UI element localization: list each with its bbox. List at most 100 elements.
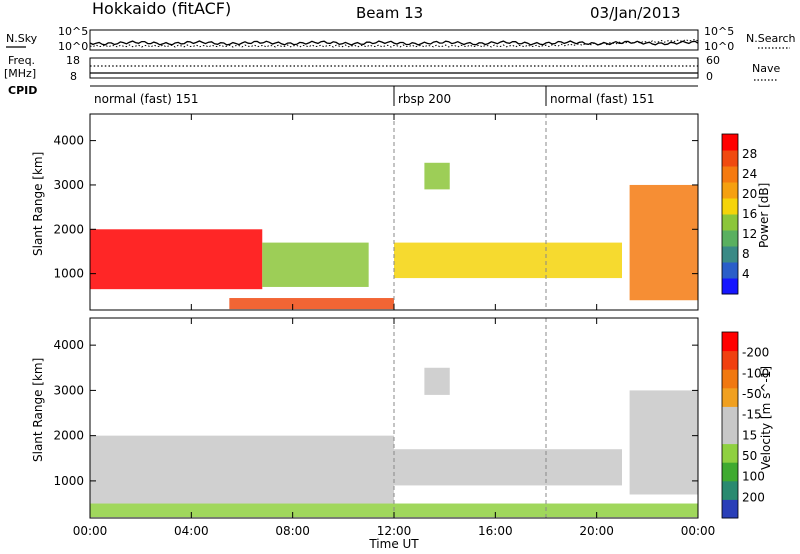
station-title: Hokkaido (fitACF) xyxy=(92,0,231,18)
velocity-colorbar: 200 100 50 15 -15 -50 -100 -200 xyxy=(721,331,769,519)
colorbar-tick-label: -200 xyxy=(742,346,769,360)
freq-right-top-tick: 60 xyxy=(706,54,720,67)
noise-trace xyxy=(89,38,699,48)
date-title: 03/Jan/2013 xyxy=(590,4,681,22)
echo-patch xyxy=(424,162,450,190)
echo-patch xyxy=(424,367,450,395)
colorbar-cell xyxy=(722,462,738,482)
colorbar-tick-label: -50 xyxy=(742,387,762,401)
colorbar-cell xyxy=(722,214,738,231)
x-tick-label: 04:00 xyxy=(174,524,209,538)
nsky-label: N.Sky xyxy=(6,32,38,45)
colorbar-tick-label: 50 xyxy=(742,449,757,463)
echo-patch xyxy=(90,435,394,504)
colorbar-cell xyxy=(722,262,738,279)
colorbar-cell xyxy=(722,332,738,352)
velocity-colorbar-label: Velocity [m s^-1] xyxy=(759,366,773,470)
velocity-panel-data xyxy=(90,318,698,518)
x-tick-label: 12:00 xyxy=(377,524,412,538)
freq-panel xyxy=(89,57,699,79)
cpid-segment-label: normal (fast) 151 xyxy=(550,92,654,106)
nsearch-trace xyxy=(89,38,699,48)
nsearch-label: N.Search xyxy=(746,32,796,45)
colorbar-cell xyxy=(722,443,738,463)
x-tick-label: 08:00 xyxy=(275,524,310,538)
colorbar-frame xyxy=(721,133,739,295)
freq-label-line1: Freq. xyxy=(8,54,35,67)
power-panel-data xyxy=(90,114,698,310)
noise-left-bottom-tick: 10^0 xyxy=(58,40,88,53)
colorbar-tick-label: 28 xyxy=(742,147,757,161)
power-ylabel: Slant Range [km] xyxy=(31,152,45,256)
noise-panel xyxy=(89,29,699,51)
colorbar-tick-label: 20 xyxy=(742,187,757,201)
colorbar-cell xyxy=(722,480,738,500)
colorbar-frame xyxy=(721,331,739,519)
y-tick-label: 3000 xyxy=(53,383,84,397)
colorbar-cell xyxy=(722,499,738,519)
y-tick-label: 1000 xyxy=(53,474,84,488)
colorbar-cell xyxy=(722,387,738,407)
y-tick-label: 2000 xyxy=(53,222,84,236)
cpid-segment-label: normal (fast) 151 xyxy=(94,92,198,106)
x-tick-label: 00:00 xyxy=(681,524,716,538)
y-tick-label: 1000 xyxy=(53,267,84,281)
freq-left-top-tick: 18 xyxy=(66,54,80,67)
cpid-segment-label: rbsp 200 xyxy=(398,92,451,106)
freq-left-bottom-tick: 8 xyxy=(70,70,77,83)
x-tick-label: 20:00 xyxy=(579,524,614,538)
echo-patch xyxy=(629,390,698,495)
colorbar-cell xyxy=(722,150,738,167)
colorbar-cell xyxy=(722,350,738,370)
colorbar-tick-label: -15 xyxy=(742,408,762,422)
power-colorbar: 4 8 12 16 20 24 28 xyxy=(721,133,757,295)
colorbar-cell xyxy=(722,134,738,151)
colorbar-cell xyxy=(722,369,738,389)
colorbar-cell xyxy=(722,406,738,426)
colorbar-cell xyxy=(722,198,738,215)
echo-patch xyxy=(262,242,369,287)
y-tick-label: 4000 xyxy=(53,338,84,352)
colorbar-tick-label: 12 xyxy=(742,227,757,241)
echo-patch xyxy=(229,298,394,310)
colorbar-tick-label: 200 xyxy=(742,490,765,504)
velocity-ylabel: Slant Range [km] xyxy=(31,358,45,462)
y-tick-label: 2000 xyxy=(53,429,84,443)
x-tick-label: 16:00 xyxy=(478,524,513,538)
cpid-label: CPID xyxy=(8,84,37,97)
colorbar-tick-label: 24 xyxy=(742,167,757,181)
colorbar-cell xyxy=(722,278,738,295)
colorbar-tick-label: 16 xyxy=(742,207,757,221)
x-tick-label: 00:00 xyxy=(73,524,108,538)
colorbar-tick-label: -100 xyxy=(742,366,769,380)
colorbar-tick-label: 15 xyxy=(742,428,757,442)
echo-patch xyxy=(629,184,698,301)
echo-patch xyxy=(394,242,622,279)
echo-patch xyxy=(90,229,263,290)
cpid-segments: normal (fast) 151 rbsp 200 normal (fast) 1… xyxy=(94,86,654,106)
echo-patch xyxy=(394,449,622,486)
y-tick-label: 3000 xyxy=(53,178,84,192)
time-axis-ticks: 00:00 04:00 08:00 12:00 16:00 20:00 00:00 xyxy=(73,114,716,538)
y-tick-label: 4000 xyxy=(53,134,84,148)
noise-right-bottom-tick: 10^0 xyxy=(704,40,734,53)
colorbar-cell xyxy=(722,425,738,445)
time-axis-label: Time UT xyxy=(368,537,419,551)
power-yticks: 1000 2000 3000 4000 xyxy=(53,134,698,281)
colorbar-tick-label: 100 xyxy=(742,470,765,484)
freq-right-bottom-tick: 0 xyxy=(706,70,713,83)
colorbar-tick-label: 8 xyxy=(742,247,750,261)
power-colorbar-label: Power [dB] xyxy=(757,183,771,248)
beam-title: Beam 13 xyxy=(356,4,423,22)
colorbar-cell xyxy=(722,182,738,199)
freq-label-line2: [MHz] xyxy=(4,67,36,80)
noise-left-top-tick: 10^5 xyxy=(58,25,88,38)
velocity-yticks: 1000 2000 3000 4000 xyxy=(53,338,698,488)
colorbar-cell xyxy=(722,166,738,183)
colorbar-tick-label: 4 xyxy=(742,267,750,281)
colorbar-cell xyxy=(722,246,738,263)
colorbar-cell xyxy=(722,230,738,247)
nave-label: Nave xyxy=(752,62,780,75)
noise-right-top-tick: 10^5 xyxy=(704,25,734,38)
